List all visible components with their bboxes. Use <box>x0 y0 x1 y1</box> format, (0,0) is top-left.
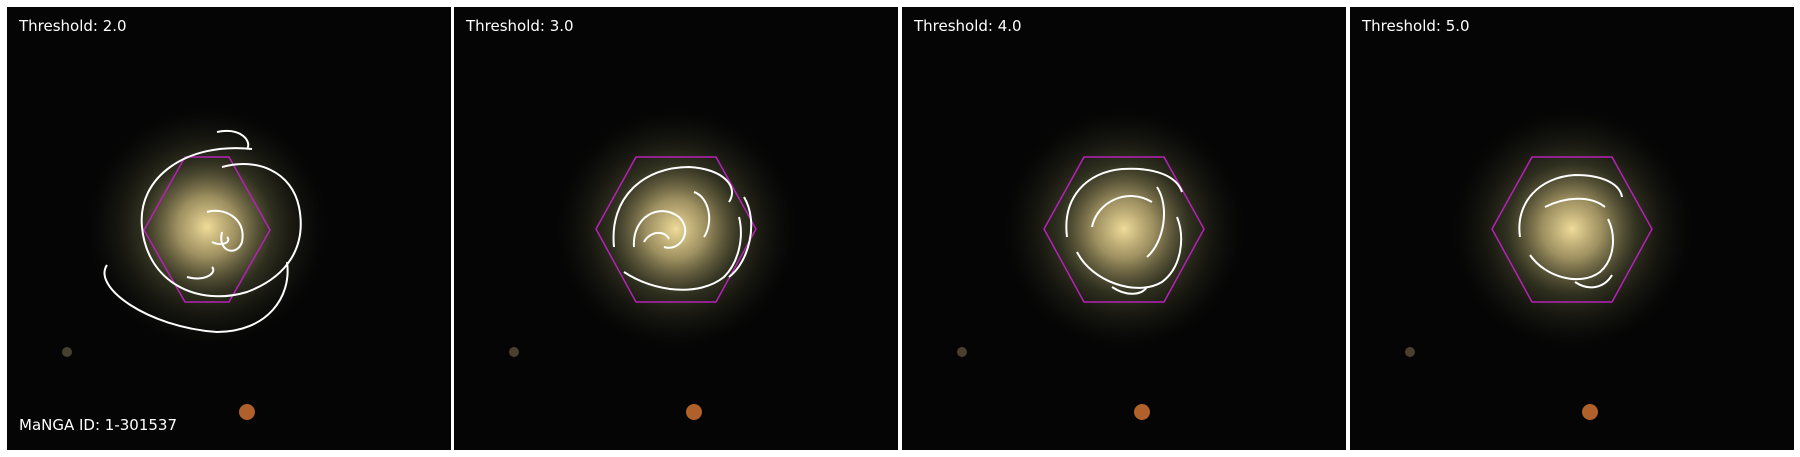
galaxy-panel-threshold-4: Threshold: 4.0 <box>902 7 1346 450</box>
spiral-contours <box>103 130 302 334</box>
threshold-label: Threshold: 2.0 <box>19 17 127 35</box>
background-star <box>62 347 72 357</box>
galaxy-panel-threshold-3: Threshold: 3.0 <box>454 7 898 450</box>
background-star <box>1405 347 1415 357</box>
galaxy-panel-threshold-2: Threshold: 2.0 MaNGA ID: 1-301537 <box>7 7 451 450</box>
ifu-hexagon <box>595 156 757 303</box>
background-star <box>957 347 967 357</box>
galaxy-image <box>454 7 898 450</box>
galaxy-image <box>1350 7 1794 450</box>
galaxy-glow <box>556 109 796 349</box>
spiral-contours <box>1518 173 1623 289</box>
ifu-hexagon <box>1043 156 1205 303</box>
manga-id-label: MaNGA ID: 1-301537 <box>19 416 178 434</box>
galaxy-glow <box>87 107 327 347</box>
galaxy-image <box>902 7 1346 450</box>
threshold-label: Threshold: 3.0 <box>466 17 574 35</box>
spiral-contours <box>1065 167 1183 295</box>
spiral-contours <box>612 165 753 291</box>
background-star <box>1582 404 1598 420</box>
galaxy-panel-threshold-5: Threshold: 5.0 <box>1350 7 1794 450</box>
galaxy-glow <box>1004 109 1244 349</box>
ifu-hexagon <box>1491 156 1653 303</box>
background-star <box>1134 404 1150 420</box>
background-star <box>239 404 255 420</box>
galaxy-glow <box>1452 109 1692 349</box>
background-star <box>509 347 519 357</box>
threshold-label: Threshold: 5.0 <box>1362 17 1470 35</box>
background-star <box>686 404 702 420</box>
galaxy-image <box>7 7 451 450</box>
threshold-label: Threshold: 4.0 <box>914 17 1022 35</box>
ifu-hexagon <box>143 156 271 303</box>
